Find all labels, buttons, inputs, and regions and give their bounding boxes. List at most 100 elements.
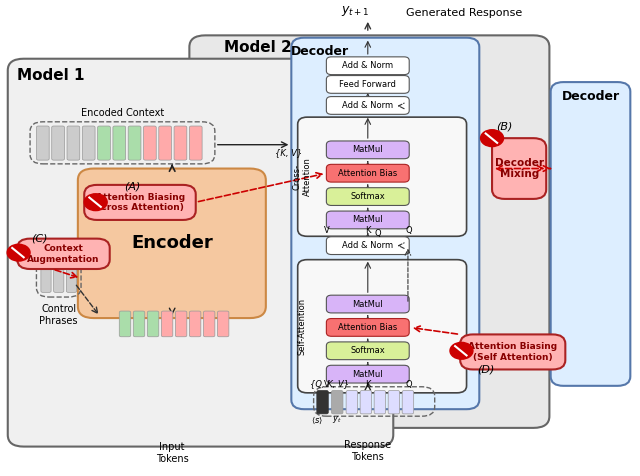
Text: Decoder
Mixing: Decoder Mixing — [495, 158, 543, 179]
FancyBboxPatch shape — [218, 311, 229, 337]
FancyBboxPatch shape — [189, 35, 549, 428]
Text: Cross-
Attention: Cross- Attention — [292, 157, 312, 196]
FancyBboxPatch shape — [204, 311, 215, 337]
FancyBboxPatch shape — [67, 260, 77, 292]
Text: $y_t$: $y_t$ — [332, 415, 342, 426]
Text: Model 2: Model 2 — [225, 40, 292, 55]
Text: Encoder: Encoder — [131, 234, 213, 252]
FancyBboxPatch shape — [326, 318, 409, 337]
Text: Encoded Context: Encoded Context — [81, 109, 164, 119]
Text: {Q, K, V}: {Q, K, V} — [310, 379, 349, 388]
Text: MatMul: MatMul — [353, 145, 383, 154]
FancyBboxPatch shape — [83, 126, 95, 160]
Text: Q: Q — [406, 226, 413, 235]
Text: $\langle s \rangle$: $\langle s \rangle$ — [312, 415, 324, 426]
FancyBboxPatch shape — [41, 260, 51, 292]
Text: MatMul: MatMul — [353, 370, 383, 378]
FancyBboxPatch shape — [550, 82, 630, 386]
Text: Softmax: Softmax — [351, 192, 385, 201]
Text: MatMul: MatMul — [353, 299, 383, 308]
Text: Add & Norm: Add & Norm — [342, 61, 394, 70]
FancyBboxPatch shape — [36, 126, 49, 160]
FancyBboxPatch shape — [113, 126, 125, 160]
FancyBboxPatch shape — [326, 57, 409, 75]
Text: Model 1: Model 1 — [17, 68, 85, 82]
FancyBboxPatch shape — [492, 138, 546, 199]
FancyBboxPatch shape — [174, 126, 187, 160]
Text: Add & Norm: Add & Norm — [342, 241, 394, 250]
Text: Attention Biasing
(Cross Attention): Attention Biasing (Cross Attention) — [96, 193, 185, 212]
FancyBboxPatch shape — [119, 311, 131, 337]
Circle shape — [84, 194, 107, 210]
Text: (C): (C) — [31, 234, 48, 244]
Text: (A): (A) — [124, 181, 140, 191]
Text: V: V — [323, 226, 329, 235]
FancyBboxPatch shape — [374, 390, 386, 414]
FancyBboxPatch shape — [460, 335, 565, 369]
Circle shape — [481, 130, 504, 147]
FancyBboxPatch shape — [189, 126, 202, 160]
FancyBboxPatch shape — [326, 342, 409, 360]
Text: Control
Phrases: Control Phrases — [40, 304, 78, 326]
FancyBboxPatch shape — [332, 390, 343, 414]
FancyBboxPatch shape — [78, 169, 266, 318]
FancyBboxPatch shape — [143, 126, 156, 160]
Text: MatMul: MatMul — [353, 216, 383, 225]
Text: (D): (D) — [477, 365, 494, 375]
Text: Q: Q — [374, 229, 381, 238]
FancyBboxPatch shape — [159, 126, 172, 160]
Text: Q: Q — [406, 380, 413, 389]
Text: K: K — [365, 226, 371, 235]
Text: Response
Tokens: Response Tokens — [344, 440, 391, 462]
Text: $y_{t+1}$: $y_{t+1}$ — [340, 4, 369, 18]
FancyBboxPatch shape — [360, 390, 372, 414]
Text: V: V — [323, 380, 329, 389]
FancyBboxPatch shape — [402, 390, 413, 414]
Text: Decoder: Decoder — [562, 89, 620, 103]
Text: Context
Augmentation: Context Augmentation — [27, 244, 99, 264]
FancyBboxPatch shape — [326, 211, 409, 229]
Text: Feed Forward: Feed Forward — [339, 80, 396, 89]
FancyBboxPatch shape — [147, 311, 159, 337]
Circle shape — [7, 244, 30, 261]
FancyBboxPatch shape — [326, 237, 409, 255]
FancyBboxPatch shape — [84, 185, 196, 220]
FancyBboxPatch shape — [298, 260, 467, 393]
FancyBboxPatch shape — [326, 295, 409, 313]
Text: Decoder: Decoder — [291, 45, 349, 58]
Circle shape — [450, 342, 473, 359]
Text: {K, V}: {K, V} — [275, 149, 302, 158]
FancyBboxPatch shape — [189, 311, 201, 337]
FancyBboxPatch shape — [133, 311, 145, 337]
FancyBboxPatch shape — [175, 311, 187, 337]
FancyBboxPatch shape — [52, 126, 65, 160]
Text: Generated Response: Generated Response — [406, 8, 522, 18]
Text: Add & Norm: Add & Norm — [342, 101, 394, 110]
Text: Attention Bias: Attention Bias — [338, 323, 397, 332]
FancyBboxPatch shape — [326, 188, 409, 206]
FancyBboxPatch shape — [128, 126, 141, 160]
FancyBboxPatch shape — [326, 365, 409, 383]
Text: Attention Bias: Attention Bias — [338, 169, 397, 178]
Text: Self-Attention: Self-Attention — [298, 298, 307, 355]
FancyBboxPatch shape — [388, 390, 399, 414]
Text: K: K — [365, 380, 371, 389]
FancyBboxPatch shape — [326, 97, 409, 114]
FancyBboxPatch shape — [161, 311, 173, 337]
FancyBboxPatch shape — [326, 76, 409, 93]
Text: Attention Biasing
(Self Attention): Attention Biasing (Self Attention) — [468, 342, 557, 362]
Text: (B): (B) — [497, 121, 513, 131]
Text: Softmax: Softmax — [351, 346, 385, 355]
FancyBboxPatch shape — [326, 141, 409, 159]
FancyBboxPatch shape — [326, 164, 409, 182]
FancyBboxPatch shape — [291, 38, 479, 409]
FancyBboxPatch shape — [17, 238, 109, 269]
Text: Input
Tokens: Input Tokens — [156, 442, 189, 464]
FancyBboxPatch shape — [8, 59, 394, 446]
FancyBboxPatch shape — [317, 390, 328, 414]
FancyBboxPatch shape — [98, 126, 110, 160]
FancyBboxPatch shape — [54, 260, 64, 292]
FancyBboxPatch shape — [67, 126, 80, 160]
FancyBboxPatch shape — [346, 390, 358, 414]
FancyBboxPatch shape — [298, 117, 467, 236]
